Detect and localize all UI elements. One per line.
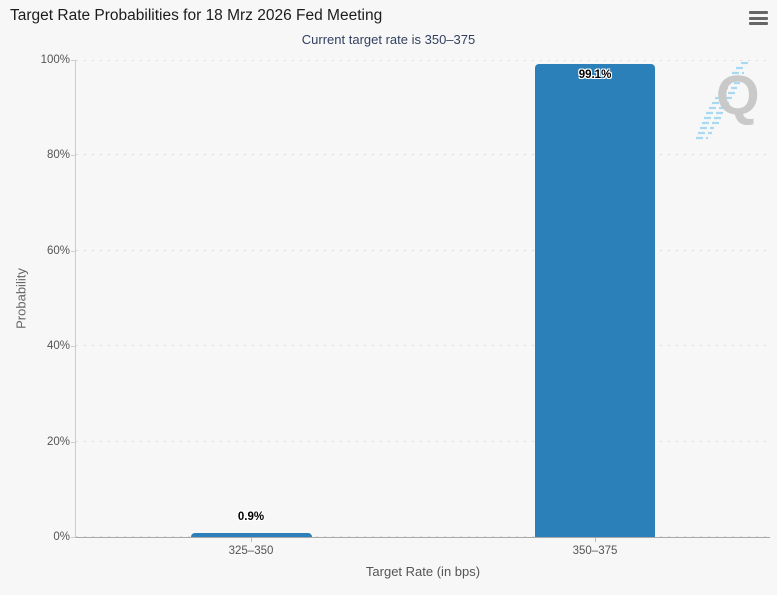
y-tick-mark: [71, 346, 76, 347]
chart-title: Target Rate Probabilities for 18 Mrz 202…: [10, 7, 383, 24]
bar-350-375[interactable]: [535, 64, 655, 537]
x-tick-label: 325–350: [228, 545, 274, 557]
gridline: [76, 154, 770, 156]
plot-area: 0.9% 99.1% 325–350 350–375: [76, 60, 770, 557]
x-tick-mark: [251, 537, 252, 542]
y-tick-mark: [71, 60, 76, 61]
x-axis-title: Target Rate (in bps): [365, 564, 481, 579]
y-tick-label: 0%: [53, 531, 70, 543]
y-tick-mark: [71, 155, 76, 156]
gridline: [76, 345, 770, 347]
y-axis-title: Probability: [13, 268, 29, 329]
x-axis-line: [76, 537, 770, 538]
bar-data-label: 0.9%: [237, 511, 265, 523]
gridline: [76, 249, 770, 251]
export-menu-button[interactable]: [744, 6, 772, 32]
y-tick-mark: [71, 537, 76, 538]
hamburger-menu-icon: [748, 11, 768, 15]
gridline: [76, 536, 770, 537]
chart-subtitle: Current target rate is 350–375: [301, 32, 476, 47]
y-tick-label: 100%: [40, 54, 70, 66]
y-tick-label: 60%: [46, 245, 70, 257]
hamburger-menu-icon: [748, 22, 768, 26]
y-tick-mark: [71, 251, 76, 252]
y-axis-line: [75, 60, 76, 537]
bar-325-350[interactable]: [191, 532, 312, 537]
y-tick-label: 40%: [46, 340, 70, 352]
y-tick-mark: [71, 442, 76, 443]
x-tick-mark: [595, 537, 596, 542]
y-tick-label: 80%: [46, 149, 70, 161]
y-tick-label: 20%: [46, 436, 70, 448]
gridline: [76, 60, 770, 61]
gridline: [76, 440, 770, 442]
bar-data-label: 99.1%: [578, 69, 612, 81]
hamburger-menu-icon: [748, 16, 768, 20]
x-tick-label: 350–375: [572, 545, 618, 557]
